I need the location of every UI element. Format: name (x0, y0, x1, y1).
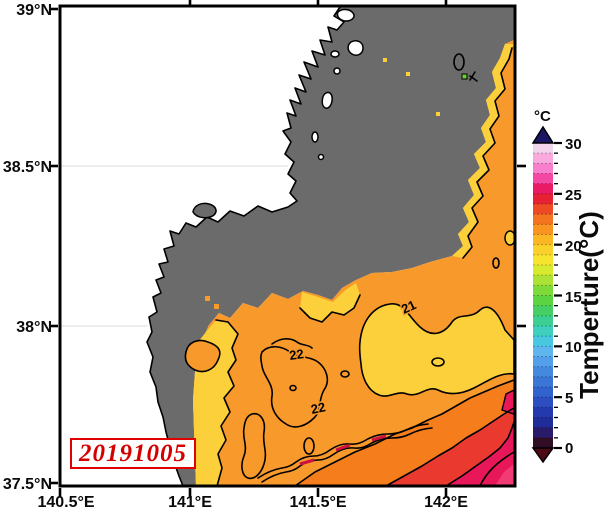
lat-tick-label: 38°N (16, 319, 52, 336)
axis-ticks (49, 0, 526, 497)
colorbar-segment (533, 224, 553, 235)
colorbar-segment (533, 143, 553, 154)
date-stamp: 20191005 (70, 438, 196, 469)
cb-tick-label: 5 (565, 390, 573, 407)
contour-label: 22 (288, 346, 304, 363)
yellow-ne-band (452, 44, 514, 258)
colorbar-segment (533, 193, 553, 205)
colorbar-segment (533, 366, 553, 378)
cb-tick-label: 30 (565, 136, 582, 153)
lat-tick-label: 38.5°N (3, 159, 52, 176)
colorbar-under-arrow (531, 447, 555, 464)
sst-front-band-24 (386, 408, 514, 486)
colorbar-unit-label: °C (534, 108, 551, 125)
colorbar-segment (533, 356, 553, 368)
colorbar-segment (533, 254, 553, 266)
contour-patch-mid (299, 294, 361, 323)
lon-tick-label: 141.5°E (289, 494, 346, 511)
contour-ne-band (462, 47, 513, 259)
land-region (60, 7, 344, 486)
colorbar-segment (533, 173, 553, 185)
cb-tick-label: 0 (565, 440, 573, 457)
lon-tick-label: 140.5°E (37, 494, 94, 511)
yellow-patch-21 (358, 303, 515, 397)
colorbar-segment (533, 336, 553, 347)
lon-tick-label: 141°E (168, 494, 212, 511)
colorbar-segment (533, 163, 553, 174)
colorbar-segment (533, 437, 553, 449)
colorbar-segment (533, 346, 553, 357)
colorbar-segment (533, 275, 553, 286)
colorbar-segment (533, 234, 553, 246)
colorbar-segment (533, 214, 553, 225)
cb-tick-label: 15 (565, 289, 582, 306)
contour-lines (241, 53, 515, 487)
colorbar-segment (533, 387, 553, 398)
islands (192, 8, 364, 219)
colorbar-over-arrow (531, 125, 555, 144)
colorbar-segment (533, 305, 553, 317)
sst-front-band-25 (446, 422, 514, 486)
colorbar-segment (533, 183, 553, 195)
colorbar-segment (533, 153, 553, 164)
colorbar-segment (533, 204, 553, 215)
colorbar-segment (533, 407, 553, 418)
cb-tick-label: 10 (565, 339, 582, 356)
colorbar-segment (533, 397, 553, 408)
colorbar-segment (533, 417, 553, 429)
lat-tick-label: 39°N (16, 2, 52, 19)
colorbar-segment (533, 376, 553, 388)
orange-blob-coast (184, 339, 221, 373)
cb-tick-label: 20 (565, 238, 582, 255)
colorbar: °C 30 25 20 15 10 5 0 Temperture(°C) (531, 108, 604, 464)
gridlines (61, 165, 288, 327)
lon-tick-label: 142°E (424, 494, 468, 511)
coastline (146, 6, 345, 487)
colorbar-axis-label: Temperture(°C) (574, 211, 604, 399)
yellow-patch-mid (300, 283, 360, 322)
colorbar-segment (533, 427, 553, 439)
cb-tick-label: 25 (565, 187, 582, 204)
data-specks (205, 58, 468, 309)
colorbar-segment (533, 315, 553, 327)
axis-frame (58, 4, 517, 488)
sst-front-band-23 (295, 380, 514, 486)
cloud-region (140, 7, 514, 486)
contour-label: 22 (310, 399, 327, 417)
sst-hot-spot (495, 464, 514, 486)
colorbar-segment (533, 244, 553, 256)
colorbar-segment (533, 285, 553, 296)
lat-tick-label: 37.5°N (3, 476, 52, 493)
colorbar-segment (533, 295, 553, 307)
colorbar-ticks (533, 141, 562, 450)
colorbar-bar (533, 143, 553, 449)
colorbar-segment (533, 265, 553, 276)
colorbar-segment (533, 326, 553, 337)
contour-coastal-band (215, 319, 239, 487)
